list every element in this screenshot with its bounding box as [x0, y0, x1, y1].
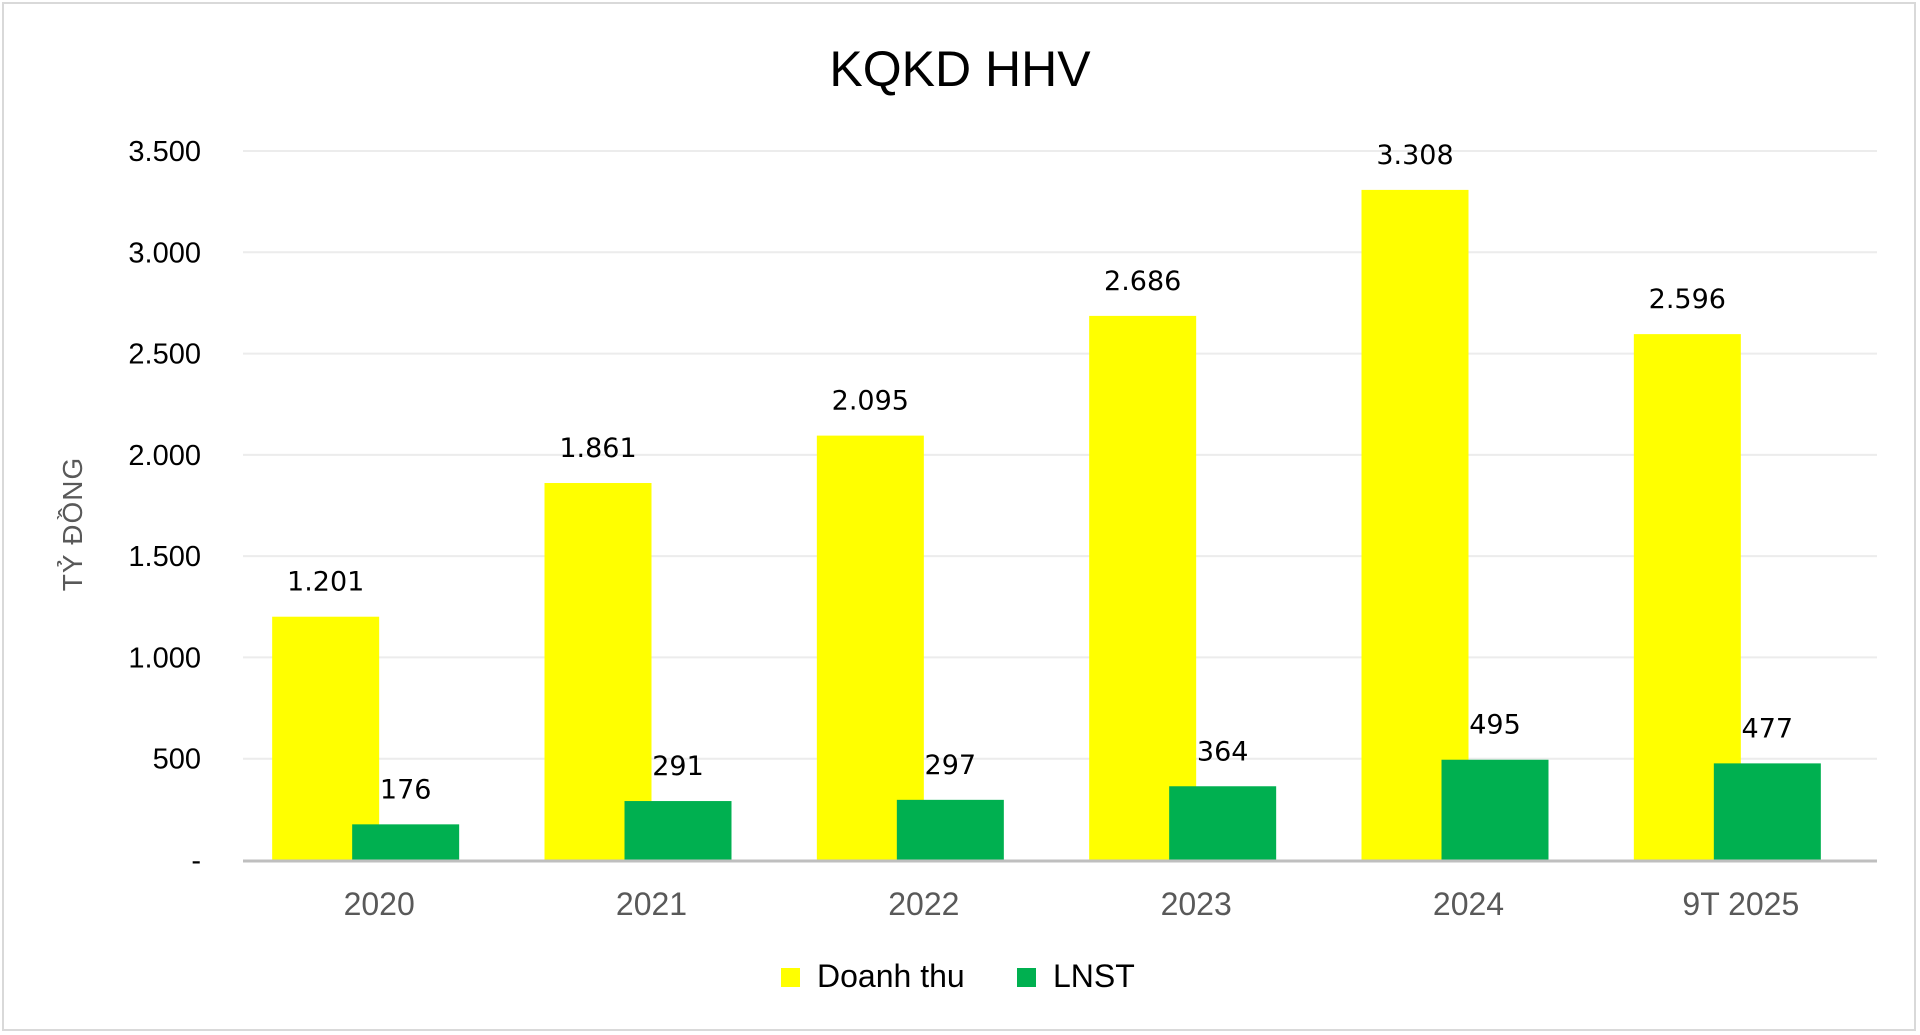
data-label: 2.596: [1649, 284, 1726, 315]
x-axis-ticks: 2020 2021 2022 2023 2024 9T 2025: [344, 886, 1800, 922]
x-tick-label: 2023: [1161, 886, 1232, 922]
bar-doanh-thu: [1089, 315, 1197, 860]
y-tick-label: 3.000: [128, 237, 201, 269]
x-tick-label: 2024: [1433, 886, 1504, 922]
legend-label-doanh-thu: Doanh thu: [817, 958, 965, 994]
data-label: 1.861: [559, 433, 636, 464]
bar-doanh-thu: [1361, 189, 1469, 861]
bar-lnst: [1169, 786, 1277, 860]
gridlines: [243, 150, 1877, 760]
data-label: 291: [652, 751, 704, 782]
y-tick-label: 2.500: [128, 339, 201, 371]
bar-lnst: [1713, 763, 1821, 860]
bar-doanh-thu: [816, 435, 924, 860]
bar-lnst: [352, 824, 460, 860]
y-tick-label: 3.500: [128, 136, 201, 168]
y-tick-label: -: [191, 845, 201, 877]
chart-title: KQKD HHV: [829, 41, 1091, 97]
data-label: 3.308: [1376, 140, 1453, 171]
y-axis-label: TỶ ĐỒNG: [56, 457, 88, 592]
bar-lnst: [896, 799, 1004, 860]
legend-swatch-lnst: [1017, 968, 1036, 987]
bar-lnst: [624, 801, 732, 860]
y-tick-label: 1.500: [128, 541, 201, 573]
y-tick-label: 1.000: [128, 642, 201, 674]
data-label: 2.686: [1104, 266, 1181, 297]
x-tick-label: 2022: [888, 886, 959, 922]
bar-doanh-thu: [272, 616, 380, 860]
data-label: 176: [380, 774, 432, 805]
bars: [272, 189, 1821, 861]
legend-swatch-doanh-thu: [781, 968, 800, 987]
data-labels: 1.201 176 1.861 291 2.095 297 2.686 364 3.308 495…: [287, 140, 1793, 805]
legend: Doanh thu LNST: [781, 958, 1135, 994]
legend-label-lnst: LNST: [1053, 958, 1135, 994]
bar-doanh-thu: [544, 483, 652, 860]
data-label: 1.201: [287, 567, 364, 598]
y-tick-label: 2.000: [128, 440, 201, 472]
data-label: 477: [1742, 713, 1794, 744]
data-label: 495: [1469, 710, 1521, 741]
data-label: 364: [1197, 736, 1249, 767]
x-tick-label: 9T 2025: [1682, 886, 1799, 922]
data-label: 2.095: [832, 386, 909, 417]
bar-lnst: [1441, 759, 1549, 860]
y-axis-ticks: - 500 1.000 1.500 2.000 2.500 3.000 3.500: [128, 136, 201, 877]
data-label: 297: [925, 750, 977, 781]
y-tick-label: 500: [153, 744, 201, 776]
x-tick-label: 2020: [344, 886, 415, 922]
x-tick-label: 2021: [616, 886, 687, 922]
